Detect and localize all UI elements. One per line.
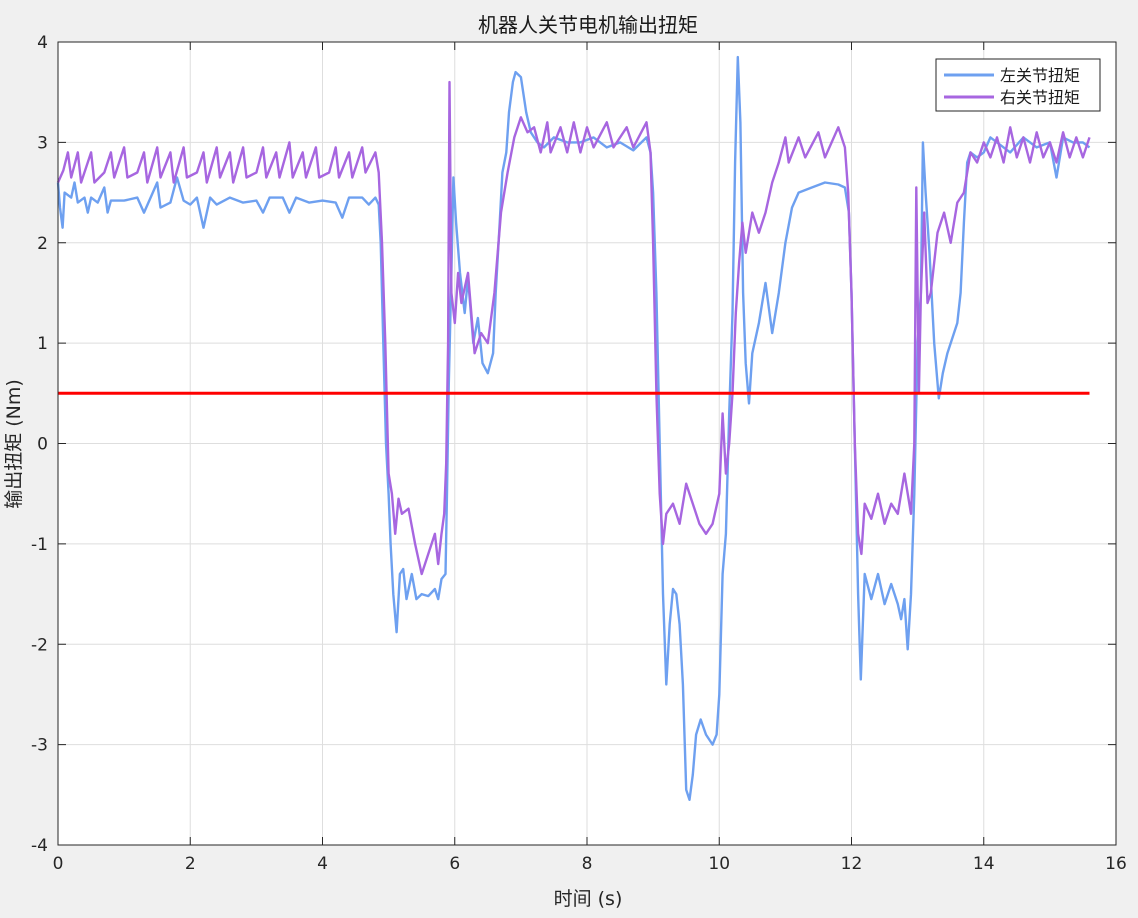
x-tick-label: 4 bbox=[317, 854, 328, 874]
y-tick-label: 1 bbox=[37, 334, 48, 354]
x-tick-label: 16 bbox=[1105, 854, 1127, 874]
x-tick-label: 8 bbox=[582, 854, 593, 874]
x-tick-label: 2 bbox=[185, 854, 196, 874]
right-joint-torque-line bbox=[56, 80, 1091, 576]
x-tick-label: 10 bbox=[708, 854, 730, 874]
series-layer bbox=[56, 55, 1091, 801]
legend-box bbox=[935, 58, 1101, 112]
legend-label-left-joint: 左关节扭矩 bbox=[1000, 66, 1080, 85]
chart-title: 机器人关节电机输出扭矩 bbox=[478, 13, 698, 37]
y-tick-label: 2 bbox=[37, 234, 48, 254]
x-tick-label: 0 bbox=[53, 854, 64, 874]
x-axis-label: 时间 (s) bbox=[554, 888, 623, 910]
y-tick-label: 3 bbox=[37, 133, 48, 153]
x-tick-label: 12 bbox=[841, 854, 863, 874]
y-tick-label: 4 bbox=[37, 33, 48, 53]
y-axis-label: 输出扭矩 (Nm) bbox=[3, 379, 25, 509]
y-tick-label: -1 bbox=[31, 535, 48, 555]
x-tick-label: 14 bbox=[973, 854, 995, 874]
y-tick-label: -4 bbox=[31, 836, 48, 856]
x-tick-label: 6 bbox=[449, 854, 460, 874]
left-joint-torque-line bbox=[56, 55, 1091, 801]
y-tick-label: -3 bbox=[31, 736, 48, 756]
y-tick-label: -2 bbox=[31, 635, 48, 655]
legend-label-right-joint: 右关节扭矩 bbox=[1000, 88, 1080, 107]
legend: 左关节扭矩 右关节扭矩 bbox=[935, 58, 1101, 112]
y-tick-label: 0 bbox=[37, 435, 48, 455]
